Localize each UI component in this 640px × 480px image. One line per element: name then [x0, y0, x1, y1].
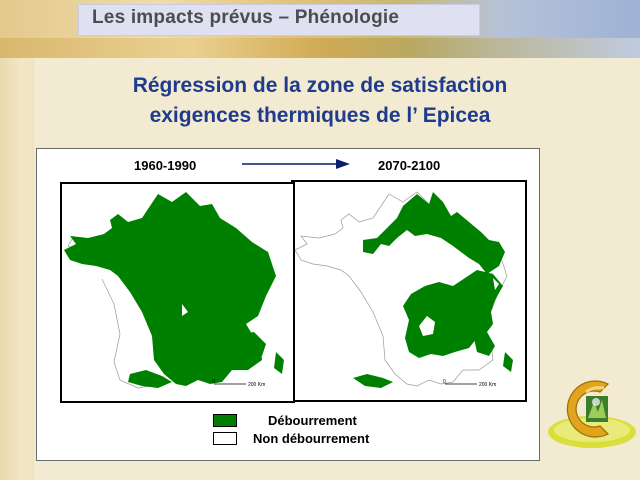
legend-swatch-non-debourrement: [213, 432, 237, 445]
legend-label-non-debourrement: Non débourrement: [253, 431, 370, 446]
header-banner-strip: [0, 38, 640, 58]
map-france-2070-2100: 0 200 Km: [294, 191, 513, 388]
period-start-label: 1960-1990: [134, 158, 197, 173]
header-bar: [78, 4, 480, 36]
header-title: Les impacts prévus – Phénologie: [92, 7, 400, 28]
scale-label-right: 200 Km: [479, 382, 496, 388]
scale-zero-left: 0: [212, 379, 215, 385]
legend-label-debourrement: Débourrement: [268, 413, 357, 428]
coverage-area: [64, 192, 276, 386]
climate-logo-icon: [548, 380, 636, 448]
map-france-1960-1990: 0 200 Km: [64, 192, 284, 389]
scale-zero-right: 0: [443, 379, 446, 385]
slide-title-line1: Régression de la zone de satisfaction: [132, 74, 508, 97]
period-end-label: 2070-2100: [378, 158, 441, 173]
legend-swatch-debourrement: [213, 414, 237, 427]
scale-label-left: 200 Km: [248, 382, 265, 388]
arrow-right-icon: [242, 159, 350, 169]
slide-title-line2: exigences thermiques de l’ Epicea: [149, 104, 491, 127]
parchment-background: [0, 0, 34, 480]
